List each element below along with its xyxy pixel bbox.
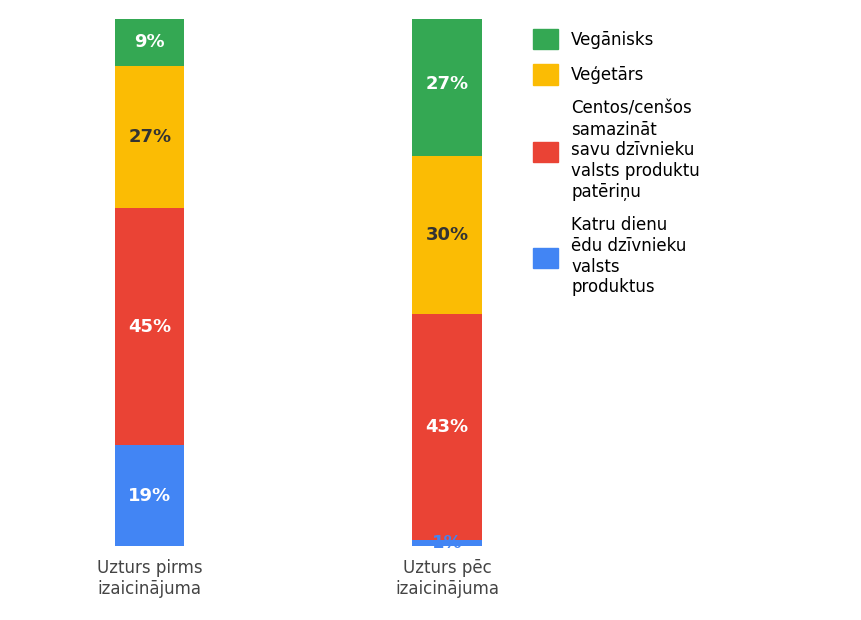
Legend: Vegānisks, Veģetārs, Centos/cenšos
samazināt
savu dzīvnieku
valsts produktu
patē: Vegānisks, Veģetārs, Centos/cenšos samaz…: [533, 29, 700, 296]
Bar: [412, 541, 482, 546]
Bar: [412, 314, 482, 541]
Text: 43%: 43%: [425, 418, 468, 436]
Bar: [115, 19, 184, 66]
Bar: [412, 156, 482, 314]
Text: 30%: 30%: [425, 226, 468, 244]
Text: 9%: 9%: [134, 33, 165, 51]
Text: 45%: 45%: [128, 318, 171, 336]
Bar: [115, 208, 184, 445]
Bar: [115, 66, 184, 208]
Bar: [412, 13, 482, 156]
Text: 1%: 1%: [432, 534, 462, 552]
Text: 27%: 27%: [425, 76, 468, 94]
Text: 27%: 27%: [128, 128, 171, 146]
Text: 19%: 19%: [128, 487, 171, 505]
Bar: [115, 445, 184, 546]
